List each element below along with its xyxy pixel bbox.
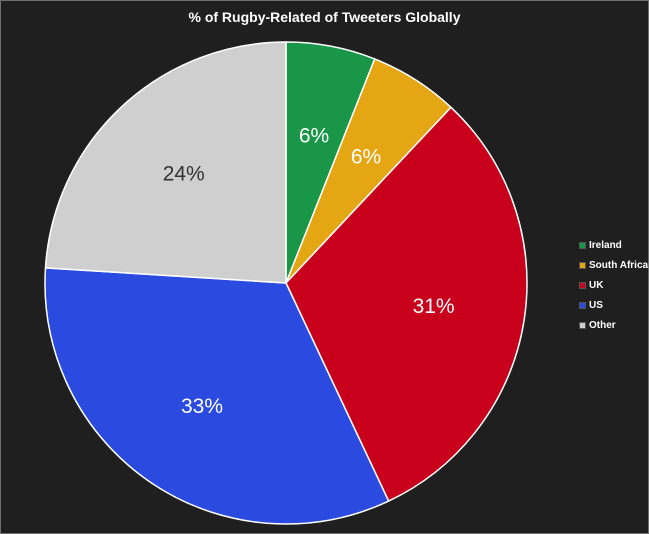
legend-label-south-africa: South Africa: [589, 259, 649, 271]
legend-label-uk: UK: [589, 279, 604, 291]
legend: Ireland South Africa UK US Other: [579, 235, 648, 335]
data-label-us: 33%: [181, 395, 223, 418]
legend-label-other: Other: [589, 319, 616, 331]
pie-slice-other: [44, 41, 287, 284]
data-label-uk: 31%: [413, 295, 455, 318]
data-label-south-africa: 6%: [351, 145, 381, 168]
legend-item-uk: UK: [579, 275, 648, 295]
legend-item-ireland: Ireland: [579, 235, 648, 255]
pie-slice-uk: [285, 106, 528, 503]
legend-swatch-uk: [579, 281, 586, 289]
legend-item-other: Other: [579, 315, 648, 335]
legend-label-us: US: [589, 299, 603, 311]
legend-swatch-ireland: [579, 241, 586, 249]
legend-swatch-us: [579, 301, 586, 309]
legend-swatch-south-africa: [579, 261, 586, 269]
legend-swatch-other: [579, 321, 586, 329]
data-label-ireland: 6%: [299, 125, 329, 148]
legend-item-south-africa: South Africa: [579, 255, 648, 275]
chart-title: % of Rugby-Related of Tweeters Globally: [188, 9, 461, 25]
pie-slice-us: [44, 267, 390, 525]
data-label-other: 24%: [163, 163, 205, 186]
legend-label-ireland: Ireland: [589, 239, 622, 251]
legend-item-us: US: [579, 295, 648, 315]
